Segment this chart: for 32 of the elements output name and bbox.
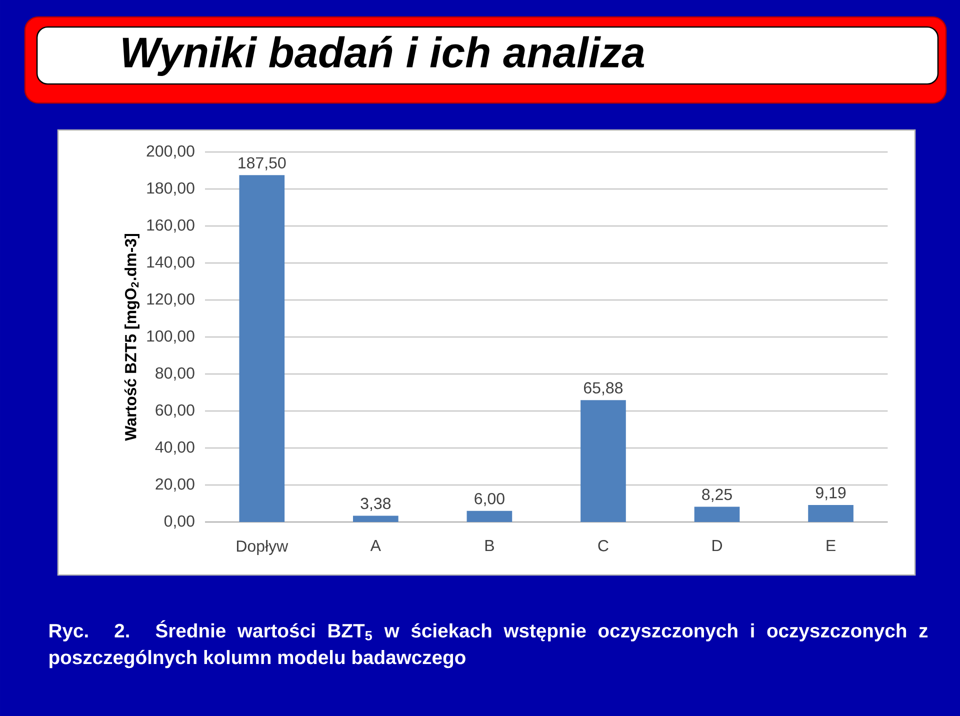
chart-title: Wyniki badań i ich analiza (122, 36, 644, 76)
x-tick-label: B (485, 540, 494, 552)
x-tick-label: A (370, 540, 381, 552)
y-axis-title: Wartość BZT5 [mgO$_{2}$.dm-3] (124, 234, 140, 441)
text: Ryc. 2. Średnie wartości BZT$_{5}$ w ściekach wstępnie oczyszczonych i oczyszczonych z poszczególnych kolumn modelu badawczego (50, 620, 928, 668)
y-tick-label: 180,00 (147, 182, 194, 196)
bar (580, 400, 626, 522)
y-tick-label: 60,00 (156, 404, 194, 418)
y-tick-label: 140,00 (147, 256, 194, 270)
bar (808, 504, 854, 522)
data-label: 65,88 (584, 382, 623, 396)
x-tick-label: Dopływ (236, 540, 288, 555)
bar (239, 175, 285, 522)
x-tick-label: D (712, 540, 722, 552)
data-label: 9,19 (816, 487, 846, 500)
x-tick-label: C (598, 540, 608, 552)
bar (353, 516, 398, 522)
y-tick-label: 0,00 (164, 515, 194, 529)
data-label: 187,50 (238, 157, 286, 170)
y-tick-label: 20,00 (156, 478, 194, 492)
data-label: 8,25 (702, 488, 732, 502)
data-label: 6,00 (474, 492, 504, 506)
bar (466, 510, 512, 522)
y-tick-label: 160,00 (147, 219, 194, 233)
y-tick-label: 200,00 (146, 145, 194, 159)
y-tick-label: 80,00 (156, 367, 194, 381)
y-tick-label: 40,00 (155, 441, 194, 455)
x-tick-label: E (826, 540, 836, 552)
y-tick-label: 120,00 (147, 293, 194, 307)
bar (694, 506, 740, 522)
y-tick-label: 100,00 (147, 330, 194, 344)
data-label: 3,38 (360, 498, 391, 512)
